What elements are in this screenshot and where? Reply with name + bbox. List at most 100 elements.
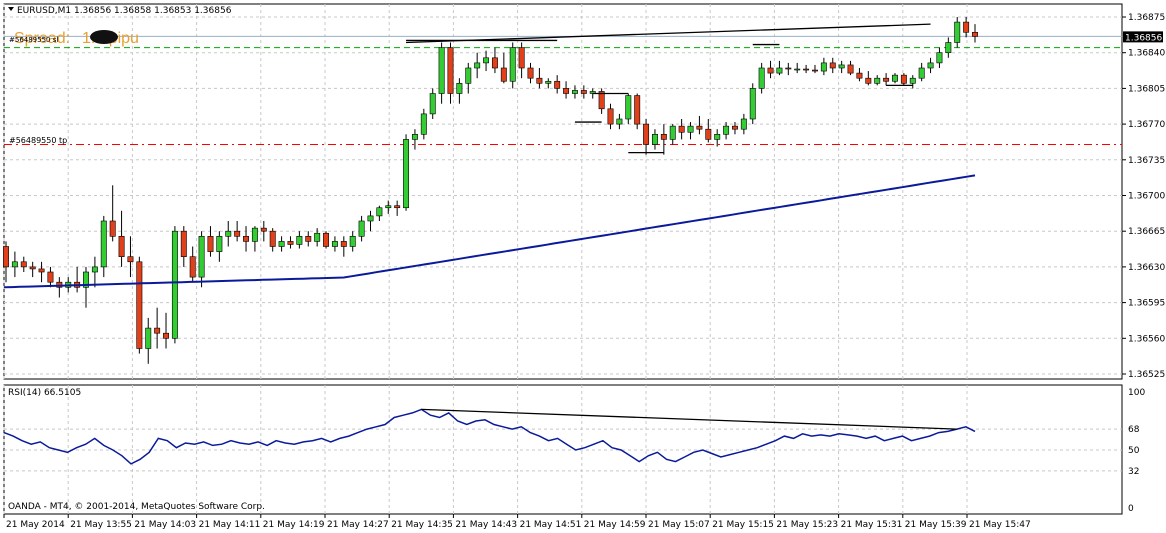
current-price-label: 1.36856 [1125,33,1162,43]
candle-body [109,220,116,237]
candle-body [749,88,756,120]
rsi-grid [3,385,1122,514]
y-tick-label: 1.36630 [1128,263,1165,273]
time-axis: 21 May 2014 21 May 13:55 21 May 14:03 21 Ma… [3,514,1031,530]
rsi-trendline [421,408,957,430]
candle-body [643,123,650,145]
candle-body [11,261,18,268]
x-tick-label: 21 May 14:43 [455,520,517,530]
candle-body [767,67,774,74]
candle-body [776,67,783,74]
candle-body [491,57,498,69]
candle-body [900,74,907,84]
candle-body [314,232,321,242]
x-tick-label: 21 May 14:19 [263,520,325,530]
candle-body [909,77,916,84]
price-grid [3,4,1122,379]
trendline[interactable] [406,23,931,44]
candle-body [794,68,801,71]
rsi-tick-label: 100 [1128,388,1145,398]
rsi-title: RSI(14) 66.5105 [8,388,81,398]
current-price-box [1123,31,1163,43]
candle-body [483,57,490,64]
x-tick-label: 21 May 13:55 [70,520,132,530]
rsi-tick-label: 68 [1128,425,1140,435]
candle-body [367,215,374,222]
candle-body [847,64,854,74]
candle-body [936,52,943,64]
candles-group [3,17,978,364]
x-tick-label: 21 May 15:47 [969,520,1031,530]
candle-body [545,80,552,84]
candle-body [812,69,818,72]
candle-body [163,332,169,339]
candle-body [47,271,54,283]
rsi-tick-label: 0 [1128,504,1134,514]
candle-body [394,205,401,209]
candle-body [118,236,125,258]
candle-body [385,205,392,209]
candle-body [447,47,454,94]
candle-body [758,67,765,89]
x-tick-label: 21 May 14:35 [391,520,453,530]
candle-body [3,246,9,268]
candle-body [331,241,338,247]
candle-body [803,68,810,71]
x-tick-label: 21 May 15:23 [776,520,838,530]
candle-body [340,241,347,247]
trendlines-group [406,23,931,154]
take-profit-label: #56489550 tp [9,136,67,145]
rsi-axis: 100 68 50 32 0 [1128,388,1145,514]
candle-body [527,67,534,79]
y-tick-label: 1.36805 [1128,84,1165,94]
candle-body [723,125,730,135]
candle-body [198,236,205,278]
candle-body [225,230,232,237]
x-tick-label: 21 May 15:39 [905,520,967,530]
price-axis: 1.36875 1.36840 1.36805 1.36770 1.36735 1.367… [1122,13,1165,380]
y-tick-label: 1.36875 [1128,13,1165,23]
candle-body [625,95,632,120]
y-tick-label: 1.36665 [1128,227,1165,237]
candle-body [571,90,578,94]
candle-body [145,327,152,349]
rsi-line [3,408,976,465]
x-tick-label: 21 May 14:51 [520,520,582,530]
x-tick-label: 21 May 14:27 [327,520,389,530]
y-tick-label: 1.36700 [1128,192,1165,202]
candle-body [411,134,418,140]
candle-body [838,64,845,69]
candle-body [518,47,525,69]
candle-body [874,77,881,84]
candle-body [438,47,445,94]
candle-body [287,241,294,245]
y-tick-label: 1.36595 [1128,299,1165,309]
chevron-down-icon[interactable] [8,7,14,11]
candle-body [865,77,872,84]
candle-body [100,220,107,268]
redaction-blob [90,30,118,44]
candle-body [598,91,605,110]
candle-body [669,125,676,140]
candle-body [91,266,98,273]
candle-body [171,230,178,339]
candle-body [634,95,641,125]
candle-body [29,266,36,270]
candle-body [269,230,276,247]
candle-body [234,230,241,237]
copyright-text: OANDA - MT4, © 2001-2014, MetaQuotes Sof… [8,502,265,512]
candle-body [963,21,970,33]
symbol-info: EURUSD,M1 1.36856 1.36858 1.36853 1.3685… [17,6,232,16]
candle-body [465,67,472,84]
candle-body [136,261,143,349]
candle-body [678,125,685,133]
candle-body [20,261,27,268]
candle-body [785,67,792,70]
candle-body [705,128,712,140]
price-panel-frame [3,3,1123,380]
x-tick-label: 21 May 14:11 [199,520,261,530]
x-tick-label: 21 May 15:15 [712,520,774,530]
candle-body [403,139,410,209]
moving-average-line [3,174,976,289]
